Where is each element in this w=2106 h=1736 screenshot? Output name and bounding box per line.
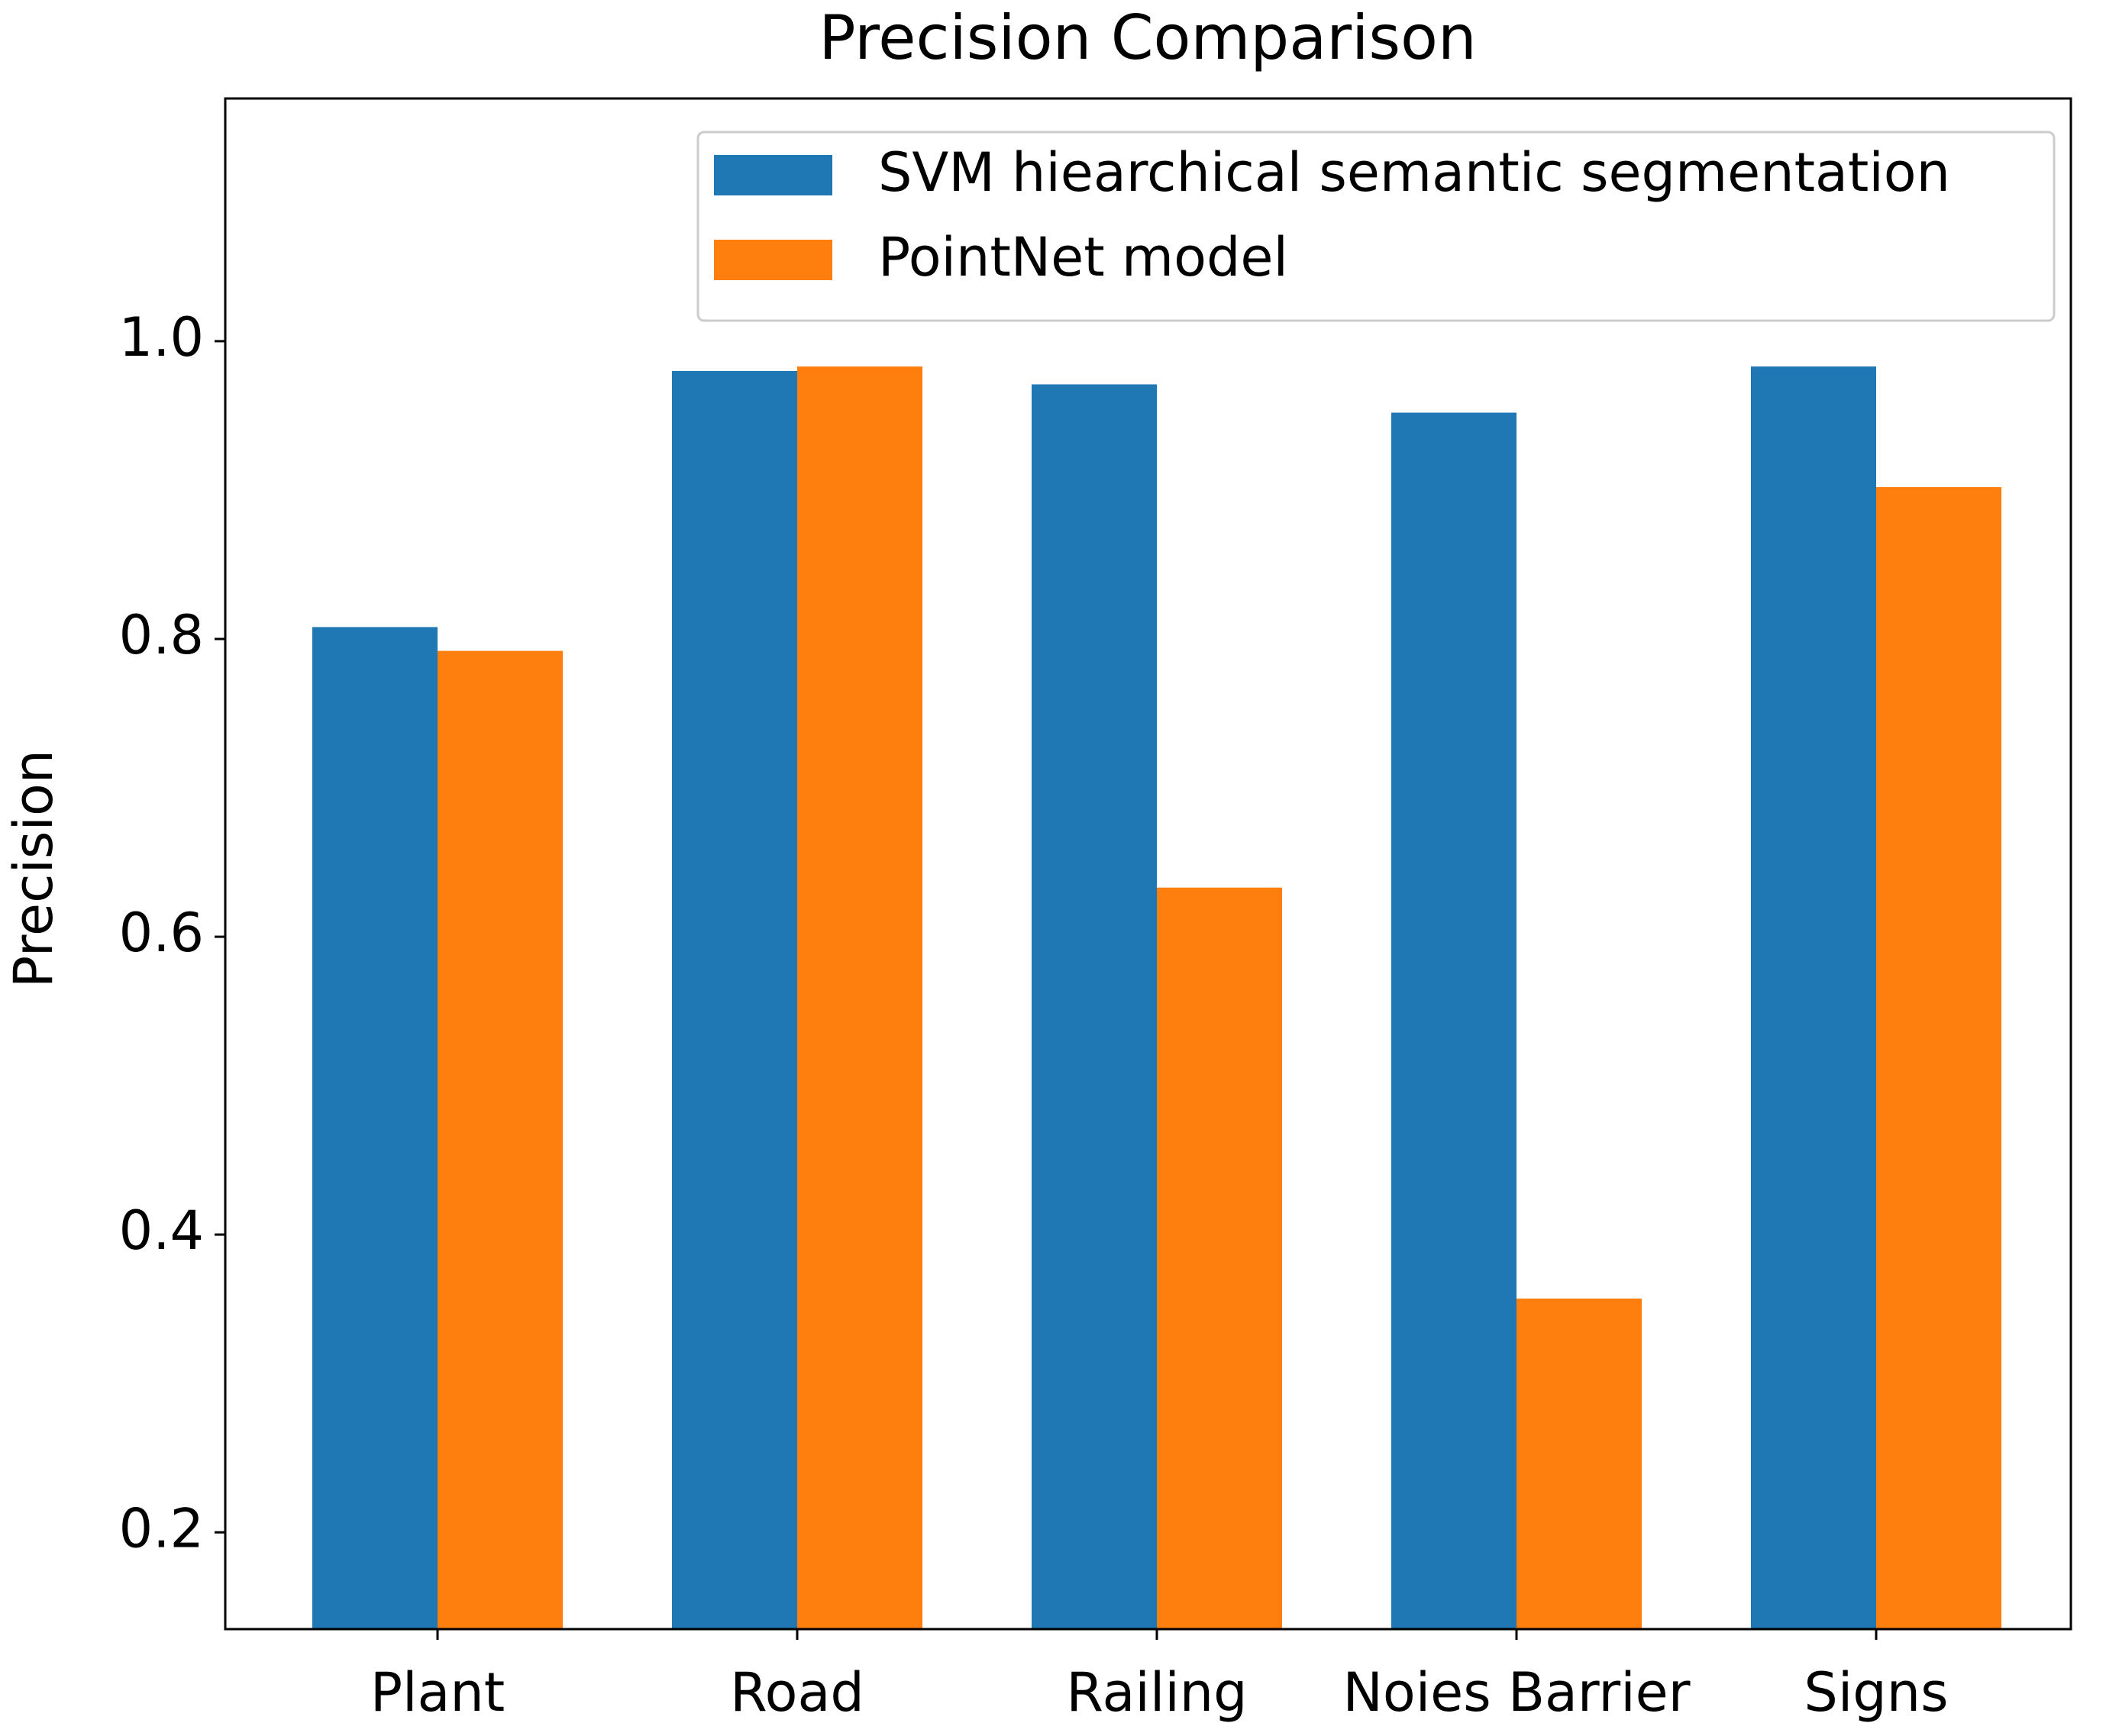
bar <box>1157 887 1282 1629</box>
bar <box>1391 412 1517 1629</box>
x-tick-label: Plant <box>370 1661 505 1724</box>
x-tick-label: Road <box>730 1661 864 1724</box>
legend-label: PointNet model <box>878 226 1288 289</box>
y-tick-label: 0.6 <box>119 902 204 964</box>
x-tick-label: Signs <box>1804 1661 1948 1724</box>
legend-box <box>696 131 2056 322</box>
legend-swatch <box>714 155 832 195</box>
y-tick-label: 0.2 <box>119 1497 204 1560</box>
bar <box>672 370 797 1630</box>
bar <box>1032 384 1157 1629</box>
y-axis-label: Precision <box>2 750 65 988</box>
bar <box>438 650 563 1629</box>
x-tick-label: Railing <box>1066 1661 1247 1724</box>
y-tick-label: 1.0 <box>119 306 204 369</box>
bar <box>1517 1299 1642 1629</box>
chart-title: Precision Comparison <box>819 2 1476 73</box>
y-tick-label: 0.8 <box>119 604 204 666</box>
legend-label: SVM hiearchical semantic segmentation <box>878 141 1950 204</box>
y-tick-label: 0.4 <box>119 1199 204 1262</box>
plot-frame <box>224 97 2072 1631</box>
bar <box>312 627 438 1629</box>
bar <box>1876 487 2001 1630</box>
legend-swatch <box>714 240 832 280</box>
x-tick-label: Noies Barrier <box>1343 1661 1691 1724</box>
bar <box>797 366 922 1629</box>
bar <box>1751 366 1876 1629</box>
